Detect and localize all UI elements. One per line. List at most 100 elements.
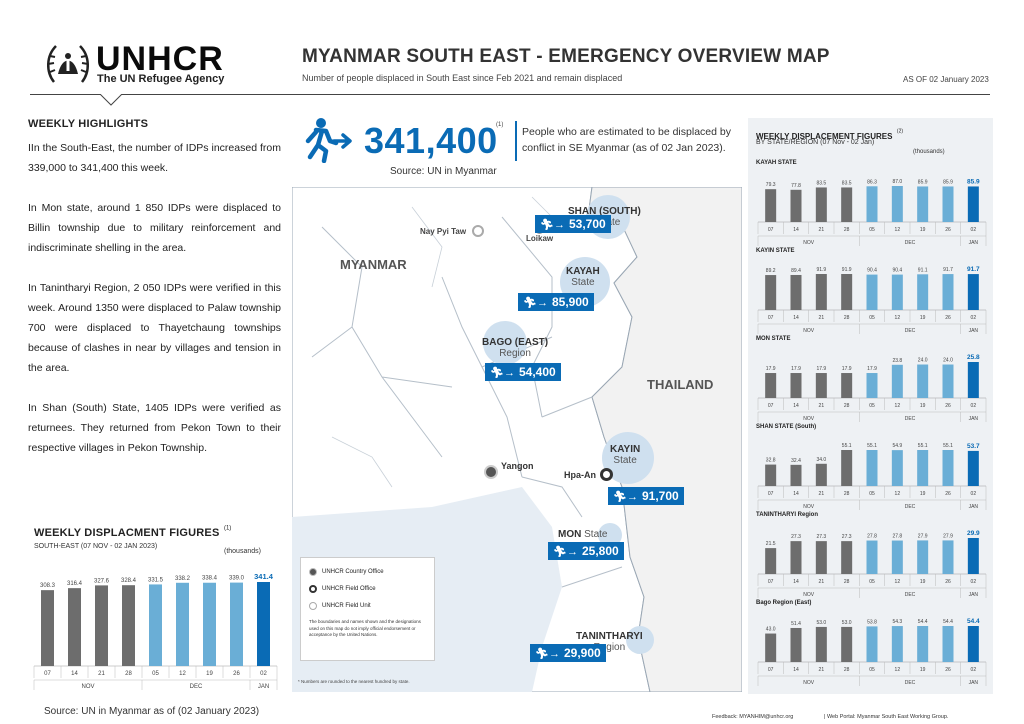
- chart-bar: [176, 582, 189, 666]
- chart-month-label: DEC: [905, 240, 916, 246]
- region-badge-mon: 🏃︎→ 25,800: [548, 542, 624, 560]
- chart-bar: [149, 584, 162, 666]
- chart-bar: [866, 540, 878, 574]
- chart-tick-label: 28: [844, 491, 850, 497]
- map-note: * Numbers are rounded to the nearest hun…: [298, 679, 410, 684]
- chart-tick-label: 05: [869, 579, 875, 585]
- chart-bar: [790, 274, 802, 310]
- chart-month-label: JAN: [969, 328, 979, 334]
- chart-value-label: 85.9: [967, 178, 980, 185]
- chart-value-label: 53.0: [816, 620, 826, 626]
- chart-tick-label: 28: [125, 671, 132, 677]
- chart-bar: [790, 373, 802, 398]
- headline-footnote: (1): [496, 122, 504, 128]
- chart-bar: [942, 186, 954, 222]
- chart-value-label: 21.5: [766, 541, 776, 547]
- chart-tick-label: 12: [895, 491, 901, 497]
- chart-value-label: 54.4: [943, 619, 953, 625]
- chart-tick-label: 19: [920, 579, 926, 585]
- chart-month-label: JAN: [969, 680, 979, 686]
- chart-bar: [891, 626, 903, 662]
- legend-field-unit: UNHCR Field Unit: [309, 602, 426, 610]
- chart-tick-label: 26: [233, 671, 240, 677]
- headline-description: People who are estimated to be displaced…: [522, 126, 731, 154]
- chart-value-label: 32.4: [791, 458, 801, 464]
- chart-value-label: 17.9: [791, 366, 801, 372]
- chart-value-label: 27.9: [918, 533, 928, 539]
- legend-field-office: UNHCR Field Office: [309, 585, 426, 593]
- chart-tick-label: 21: [819, 315, 825, 321]
- chart-tick-label: 05: [869, 491, 875, 497]
- city-yangon: Yangon: [484, 461, 534, 479]
- region-badge-kayah: 🏃︎→ 85,900: [518, 293, 594, 311]
- chart-value-label: 331.5: [148, 577, 164, 583]
- chart-bar: [790, 189, 802, 222]
- chart-value-label: 54.9: [892, 443, 902, 449]
- chart-tick-label: 19: [920, 227, 926, 233]
- field-office-icon: [309, 585, 317, 593]
- state-chart-svg: 32.8 07 32.4 14 34.0 21 55.1 28 55.1 05 54.9 12 55.1…: [757, 443, 987, 510]
- chart-value-label: 23.8: [892, 358, 902, 364]
- chart-value-label: 53.0: [842, 620, 852, 626]
- chart-bar: [230, 582, 243, 666]
- chart-value-label: 27.3: [816, 534, 826, 540]
- chart-bar: [95, 585, 108, 666]
- chart-value-label: 338.4: [202, 576, 218, 582]
- chart-tick-label: 14: [793, 315, 799, 321]
- chart-tick-label: 21: [819, 579, 825, 585]
- chart-bar: [841, 187, 853, 222]
- chart-bar: [815, 626, 827, 662]
- chart-tick-label: 07: [768, 227, 774, 233]
- chart-tick-label: 19: [920, 315, 926, 321]
- state-chart: TANINTHARYI Region 21.5 07 27.3 14 27.3 21 27.3…: [748, 510, 993, 598]
- state-chart: KAYIN STATE 89.2 07 89.4 14 91.9 21 91.9 28 90.4 0…: [748, 246, 993, 334]
- highlight-paragraph: In Tanintharyi Region, 2 050 IDPs were v…: [28, 282, 281, 374]
- map-panel: MYANMAR THAILAND Nay Pyi Taw Loikaw Yang…: [292, 187, 742, 692]
- chart-bar: [257, 582, 270, 666]
- bottom-chart-subtitle: SOUTH-EAST (07 NOV - 02 JAN 2023): [34, 543, 158, 550]
- chart-value-label: 79.3: [766, 182, 776, 188]
- chart-value-label: 24.0: [918, 358, 928, 364]
- chart-bar: [891, 274, 903, 310]
- chart-bar: [866, 186, 878, 222]
- chart-value-label: 338.2: [175, 576, 191, 582]
- chart-bar: [891, 540, 903, 574]
- chart-value-label: 327.6: [94, 578, 110, 584]
- chart-month-label: JAN: [969, 240, 979, 246]
- state-chart-title: MON STATE: [756, 336, 791, 342]
- chart-bar: [765, 464, 777, 486]
- field-unit-icon: [472, 225, 485, 237]
- highlights-body: IIn the South-East, the number of IDPs i…: [28, 138, 281, 458]
- chart-value-label: 32.8: [766, 458, 776, 464]
- city-hpa-an: Hpa-An: [564, 468, 613, 481]
- chart-tick-label: 02: [971, 667, 977, 673]
- chart-month-label: DEC: [905, 416, 916, 422]
- chart-tick-label: 19: [920, 667, 926, 673]
- chart-bar: [841, 274, 853, 310]
- chart-bar: [841, 450, 853, 486]
- chart-value-label: 308.3: [40, 583, 56, 589]
- displaced-person-icon: 🏃︎→: [490, 366, 515, 379]
- city-nay-pyi-taw: Nay Pyi Taw: [420, 225, 485, 237]
- chart-value-label: 43.0: [766, 627, 776, 633]
- chart-bar: [967, 362, 979, 398]
- chart-bar: [891, 364, 903, 398]
- loikaw-label: Loikaw: [526, 234, 554, 243]
- chart-bar: [41, 590, 54, 666]
- chart-month-label: DEC: [905, 592, 916, 598]
- chart-value-label: 27.3: [791, 534, 801, 540]
- chart-month-label: DEC: [905, 504, 916, 510]
- chart-tick-label: 02: [971, 579, 977, 585]
- chart-value-label: 77.8: [791, 183, 801, 189]
- chart-tick-label: 05: [152, 671, 159, 677]
- chart-bar: [815, 541, 827, 574]
- region-label-mon: MON State: [558, 529, 608, 540]
- right-panel: WEEKLY DISPLACEMENT FIGURES (2) BY STATE…: [748, 118, 993, 694]
- legend-disclaimer: The boundaries and names shown and the d…: [309, 619, 421, 637]
- footer-portal: | Web Portal: Myanmar South East Working…: [824, 714, 949, 720]
- displaced-person-icon: 🏃︎→: [535, 647, 560, 660]
- chart-tick-label: 21: [98, 671, 105, 677]
- chart-bar: [68, 588, 81, 666]
- chart-tick-label: 28: [844, 667, 850, 673]
- chart-tick-label: 14: [71, 671, 78, 677]
